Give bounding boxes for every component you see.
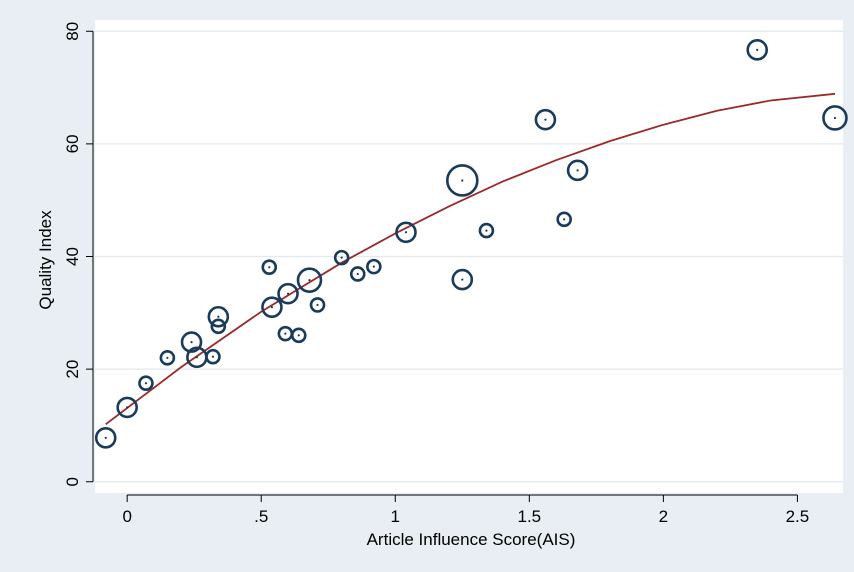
data-point-center — [126, 406, 129, 409]
data-point-circle — [366, 258, 382, 275]
data-point-center — [372, 265, 375, 268]
data-point-circle — [159, 350, 176, 366]
data-point-center — [356, 272, 359, 276]
data-point — [451, 268, 474, 291]
data-point-center — [316, 303, 319, 307]
data-point-center — [461, 278, 464, 281]
y-tick-label: 0 — [63, 477, 82, 486]
data-point-circle — [822, 105, 848, 131]
data-point-center — [485, 229, 488, 232]
fit-curve-layer — [105, 92, 836, 426]
data-point — [534, 108, 557, 131]
data-point-center — [104, 436, 107, 439]
data-point-center — [190, 340, 193, 344]
fit-curve — [105, 92, 836, 426]
data-point — [296, 267, 323, 293]
data-point — [445, 164, 479, 197]
data-point — [210, 318, 227, 335]
data-point-center — [308, 279, 311, 282]
data-point — [94, 427, 117, 449]
data-point-circle — [261, 296, 283, 318]
data-point-center — [756, 48, 759, 51]
data-point-center — [166, 356, 169, 359]
x-tick-label: 1.5 — [518, 507, 542, 526]
x-axis-label: Article Influence Score(AIS) — [367, 530, 576, 549]
data-point — [822, 105, 848, 131]
data-point-center — [563, 218, 566, 221]
data-point-center — [195, 356, 198, 359]
data-point-circle — [309, 297, 326, 313]
data-point — [261, 296, 283, 318]
data-point-center — [217, 315, 220, 318]
data-point-circle — [138, 375, 154, 391]
data-point-circle — [746, 39, 769, 61]
y-axis-label: Quality Index — [36, 210, 55, 310]
data-point — [366, 258, 382, 275]
data-point-center — [544, 118, 547, 121]
grid-lines — [95, 30, 843, 483]
data-point-circle — [395, 221, 417, 244]
data-point-center — [270, 306, 274, 309]
data-point-center — [576, 169, 579, 172]
y-tick-label: 80 — [63, 22, 82, 41]
data-point-circle — [556, 211, 572, 228]
data-point-circle — [180, 331, 203, 353]
data-point — [116, 396, 138, 419]
data-point — [395, 221, 417, 244]
data-point — [159, 350, 176, 366]
data-point-circle — [445, 164, 479, 197]
data-point-circle — [210, 318, 227, 335]
data-point-center — [217, 325, 220, 328]
data-point-circle — [534, 108, 557, 131]
data-point — [566, 159, 589, 182]
data-point — [180, 331, 203, 353]
data-point-center — [144, 382, 148, 385]
data-point-center — [211, 355, 215, 358]
data-point-circle — [296, 267, 323, 293]
data-point-circle — [205, 348, 221, 365]
x-tick-label: 2.5 — [786, 507, 810, 526]
data-point-center — [286, 292, 290, 295]
data-point — [309, 297, 326, 313]
data-point-circle — [290, 327, 307, 344]
data-point-center — [833, 116, 837, 120]
data-point-center — [461, 179, 464, 182]
data-point-center — [404, 231, 408, 234]
data-point-circle — [277, 282, 299, 305]
y-tick-label: 40 — [63, 247, 82, 266]
data-point-circle — [94, 427, 117, 449]
y-tick-label: 20 — [63, 360, 82, 379]
data-point — [290, 327, 307, 344]
data-point — [277, 282, 299, 305]
data-point-circle — [566, 159, 589, 182]
data-point-center — [268, 266, 271, 269]
x-tick-label: 1 — [391, 507, 400, 526]
axes: 0 20 40 60 80 0 .5 1 1.5 2 2.5 — [63, 22, 809, 526]
data-point-circle — [116, 396, 138, 419]
points-layer — [94, 39, 848, 449]
data-point — [746, 39, 769, 61]
data-point — [333, 249, 350, 266]
y-tick-label: 60 — [63, 134, 82, 153]
data-point-center — [340, 256, 343, 259]
data-point-circle — [261, 259, 278, 275]
data-point-center — [297, 334, 300, 337]
data-point — [261, 259, 278, 275]
data-point-circle — [333, 249, 350, 266]
data-point-circle — [451, 268, 474, 291]
data-point — [556, 211, 572, 228]
data-point — [478, 222, 495, 239]
data-point-circle — [349, 266, 366, 282]
data-point — [138, 375, 154, 391]
data-point — [205, 348, 221, 365]
x-tick-label: 0 — [122, 507, 131, 526]
x-tick-label: .5 — [254, 507, 268, 526]
data-point — [349, 266, 366, 282]
x-tick-label: 2 — [659, 507, 668, 526]
data-point-center — [284, 332, 287, 335]
data-point-circle — [478, 222, 495, 239]
